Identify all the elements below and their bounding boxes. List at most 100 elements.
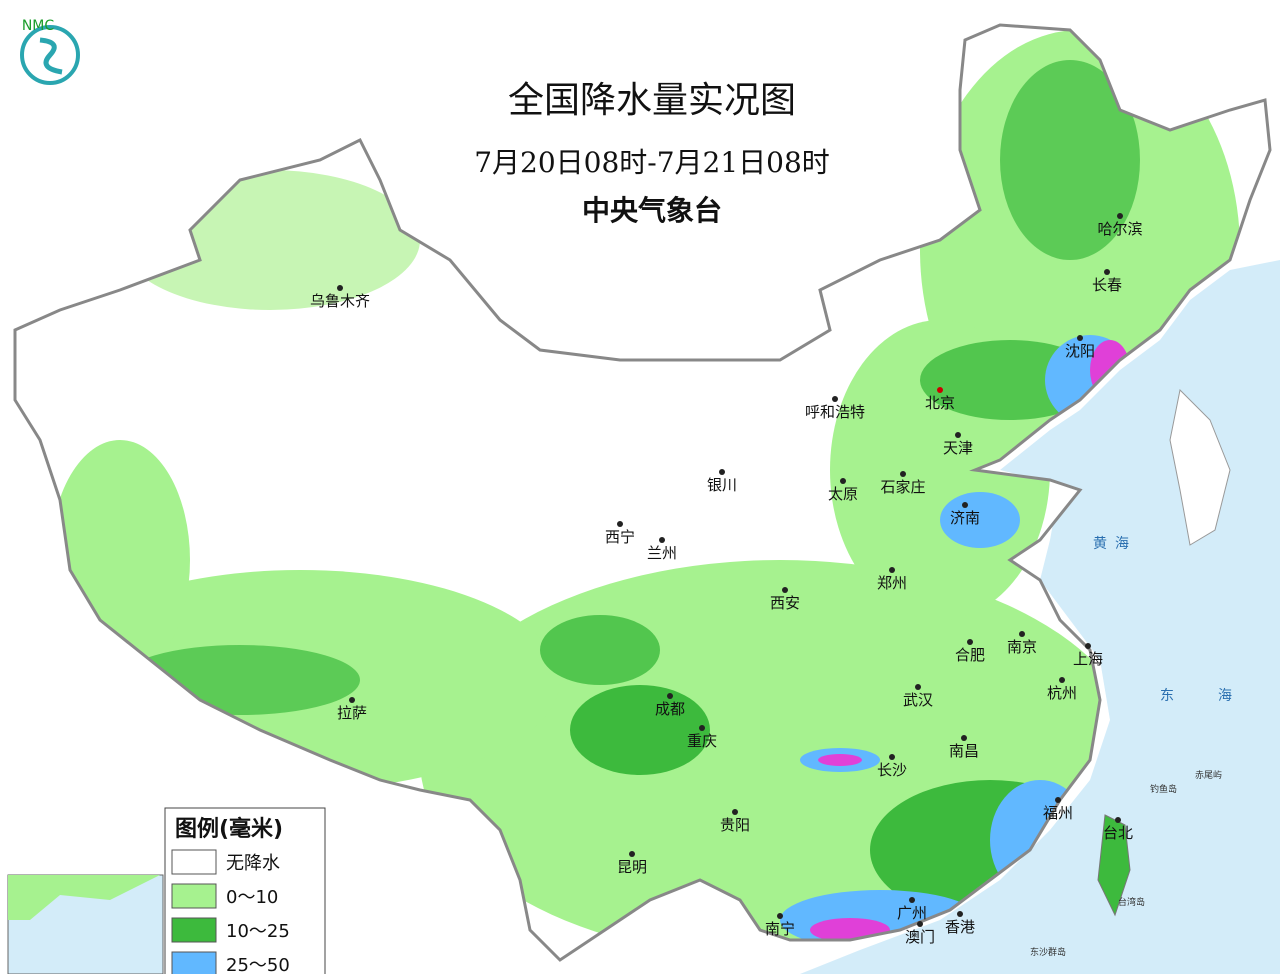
city-dot — [1115, 817, 1121, 823]
city-label: 南京 — [1007, 638, 1037, 656]
city-dot — [955, 432, 961, 438]
city-label: 哈尔滨 — [1097, 220, 1142, 238]
rain-0-10 — [50, 440, 190, 680]
city-dot — [915, 684, 921, 690]
city-label: 长春 — [1092, 276, 1122, 294]
city-dot — [337, 285, 343, 291]
legend-title: 图例(毫米) — [175, 816, 283, 842]
city-dot — [1104, 269, 1110, 275]
city-label: 杭州 — [1047, 684, 1077, 702]
city-dot — [962, 502, 968, 508]
city-dot — [917, 921, 923, 927]
city-dot — [957, 911, 963, 917]
inset-land — [8, 875, 160, 920]
city-label: 沈阳 — [1065, 342, 1095, 360]
city-label: 武汉 — [903, 691, 933, 709]
city-label: 台北 — [1103, 824, 1133, 842]
city-label: 呼和浩特 — [805, 403, 865, 421]
city-dot — [1077, 335, 1083, 341]
city-label: 西安 — [770, 594, 800, 612]
rain-heavy — [818, 754, 862, 766]
rain-10-25 — [1000, 60, 1140, 260]
island-label: 赤尾屿 — [1195, 770, 1222, 781]
city-label: 西宁 — [605, 528, 635, 546]
city-dot — [1019, 631, 1025, 637]
city-label: 郑州 — [877, 574, 907, 592]
city-dot — [900, 471, 906, 477]
legend-label: 无降水 — [226, 853, 280, 874]
rain-10-25 — [120, 645, 360, 715]
logo-mark — [20, 25, 80, 85]
city-label: 南昌 — [949, 742, 979, 760]
city-label: 拉萨 — [337, 704, 367, 722]
taiwan — [1097, 814, 1131, 917]
city-label: 上海 — [1073, 650, 1103, 668]
ocean — [800, 260, 1280, 974]
city-label: 合肥 — [955, 646, 985, 664]
legend-label: 10～25 — [226, 921, 290, 942]
sea-label: 东 — [1160, 688, 1174, 704]
city-dot — [840, 478, 846, 484]
legend-swatch — [171, 849, 217, 875]
city-dot — [629, 851, 635, 857]
city-label: 太原 — [828, 485, 858, 503]
city-label: 石家庄 — [880, 478, 925, 496]
city-label: 重庆 — [687, 732, 717, 750]
rain-heavy — [810, 918, 890, 942]
city-dot — [782, 587, 788, 593]
inset — [7, 874, 164, 974]
city-dot — [1059, 677, 1065, 683]
cities: 乌鲁木齐北京 哈尔滨长春沈阳呼和浩特天津银川太原 石家庄济南西宁兰州郑州西安合肥 南京… — [310, 213, 1143, 946]
korea — [1169, 388, 1231, 546]
city-label: 银川 — [707, 476, 737, 494]
city-label: 昆明 — [617, 858, 647, 876]
island-label: 东沙群岛 — [1030, 946, 1066, 958]
city-label: 天津 — [943, 439, 973, 457]
source: 中央气象台 — [582, 194, 722, 227]
city-label: 乌鲁木齐 — [310, 292, 370, 310]
city-label: 广州 — [897, 904, 927, 922]
city-dot — [719, 469, 725, 475]
sea-label: 黄 — [1093, 535, 1107, 552]
rain-10-25 — [540, 615, 660, 685]
legend-label: 0～10 — [226, 887, 278, 908]
city-dot — [349, 697, 355, 703]
title: 全国降水量实况图 — [508, 80, 796, 121]
city-label: 兰州 — [647, 544, 677, 562]
city-dot — [659, 537, 665, 543]
legend-swatch — [171, 951, 217, 974]
city-dot — [937, 387, 943, 393]
city-label: 成都 — [655, 700, 685, 718]
legend: 图例(毫米) 无降水 0～10 10～25 25～50 — [164, 807, 326, 974]
logo-text: NMC — [22, 18, 55, 34]
city-label: 贵阳 — [720, 816, 750, 834]
sea-label: 海 — [1218, 688, 1232, 704]
city-label: 福州 — [1043, 804, 1073, 822]
city-dot — [961, 735, 967, 741]
rain-25-50 — [940, 492, 1020, 548]
city-dot — [832, 396, 838, 402]
city-label: 澳门 — [905, 928, 935, 946]
subtitle: 7月20日08时-7月21日08时 — [474, 146, 830, 179]
city-dot — [667, 693, 673, 699]
city-dot — [699, 725, 705, 731]
city-dot — [967, 639, 973, 645]
city-dot — [889, 754, 895, 760]
city-label: 南宁 — [765, 920, 795, 938]
city-dot — [909, 897, 915, 903]
city-label: 长沙 — [877, 761, 907, 779]
island-label: 台湾岛 — [1118, 896, 1145, 908]
logo-mark — [39, 37, 63, 75]
legend-label: 25～50 — [226, 955, 290, 974]
rain-0-10 — [120, 170, 420, 310]
city-dot — [889, 567, 895, 573]
city-label: 济南 — [950, 509, 980, 527]
city-dot — [1117, 213, 1123, 219]
city-dot — [732, 809, 738, 815]
city-dot — [617, 521, 623, 527]
legend-swatch — [171, 883, 217, 909]
city-label: 北京 — [925, 394, 955, 412]
city-dot — [777, 913, 783, 919]
